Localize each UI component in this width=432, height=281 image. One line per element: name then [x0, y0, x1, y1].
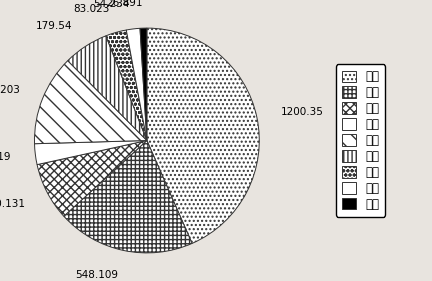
Wedge shape — [35, 140, 147, 165]
Wedge shape — [37, 140, 147, 216]
Wedge shape — [35, 61, 147, 144]
Text: 54.234: 54.234 — [94, 0, 130, 9]
Text: 179.54: 179.54 — [35, 21, 72, 31]
Text: 230.131: 230.131 — [0, 199, 25, 209]
Text: 360.203: 360.203 — [0, 85, 19, 95]
Text: 1200.35: 1200.35 — [281, 107, 324, 117]
Wedge shape — [106, 30, 147, 140]
Wedge shape — [126, 28, 147, 140]
Wedge shape — [64, 140, 192, 253]
Text: 83.023: 83.023 — [73, 4, 109, 14]
Text: 82.519: 82.519 — [0, 152, 11, 162]
Legend: 小麦, 水稻, 谷子, 高粱, 黑豆, 绿豆, 黄豆, 红豆, 花豆: 小麦, 水稻, 谷子, 高粱, 黑豆, 绿豆, 黄豆, 红豆, 花豆 — [336, 64, 385, 217]
Text: 26.891: 26.891 — [106, 0, 143, 8]
Wedge shape — [140, 28, 147, 140]
Text: 548.109: 548.109 — [76, 270, 118, 280]
Wedge shape — [147, 28, 259, 243]
Wedge shape — [68, 36, 147, 140]
